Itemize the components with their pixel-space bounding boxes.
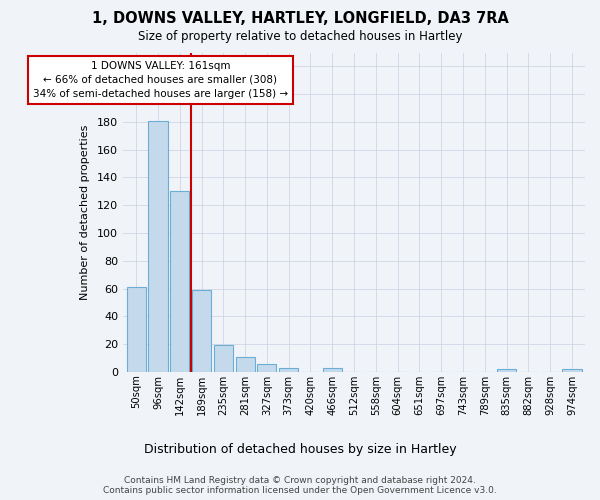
Bar (170, 192, 190, 372)
Text: 1, DOWNS VALLEY, HARTLEY, LONGFIELD, DA3 7RA: 1, DOWNS VALLEY, HARTLEY, LONGFIELD, DA3… (92, 11, 508, 26)
Bar (127, 287, 146, 372)
Bar (257, 364, 277, 372)
Bar (323, 368, 342, 372)
Bar (236, 356, 254, 372)
Bar (279, 368, 298, 372)
Text: Size of property relative to detached houses in Hartley: Size of property relative to detached ho… (138, 30, 462, 43)
Bar (148, 120, 167, 372)
Bar (562, 369, 581, 372)
Text: Contains HM Land Registry data © Crown copyright and database right 2024.: Contains HM Land Registry data © Crown c… (124, 476, 476, 485)
Y-axis label: Number of detached properties: Number of detached properties (80, 124, 90, 300)
Text: 1 DOWNS VALLEY: 161sqm
← 66% of detached houses are smaller (308)
34% of semi-de: 1 DOWNS VALLEY: 161sqm ← 66% of detached… (33, 61, 288, 99)
Bar (497, 369, 516, 372)
Text: Contains public sector information licensed under the Open Government Licence v3: Contains public sector information licen… (103, 486, 497, 495)
Text: Distribution of detached houses by size in Hartley: Distribution of detached houses by size … (143, 442, 457, 456)
Bar (192, 290, 211, 372)
Bar (214, 346, 233, 372)
